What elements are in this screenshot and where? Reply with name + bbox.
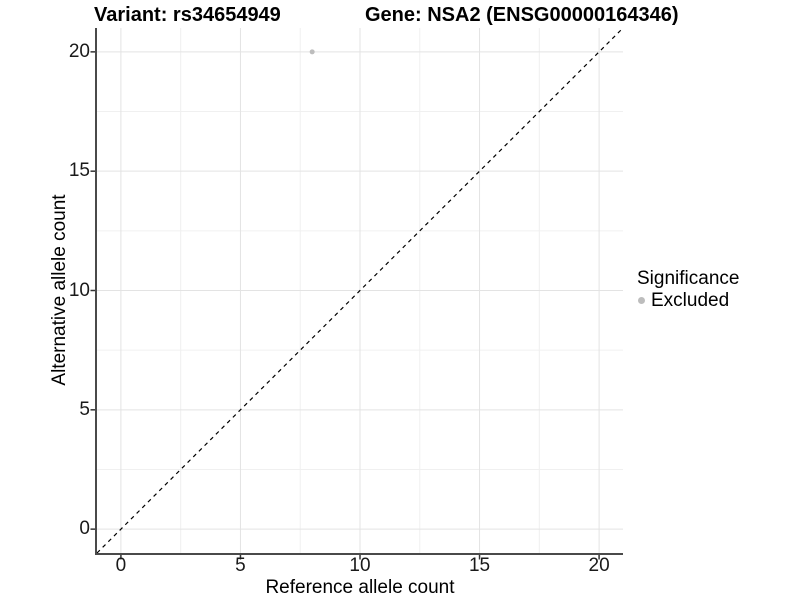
- y-tick-label: 20: [68, 40, 90, 62]
- legend: Significance Excluded: [637, 268, 739, 311]
- plot-title-gene: Gene: NSA2 (ENSG00000164346): [365, 4, 679, 26]
- legend-title: Significance: [637, 268, 740, 289]
- y-tick-label: 10: [68, 279, 90, 301]
- x-tick-label: 15: [468, 555, 491, 576]
- identity-dashed-line: [96, 27, 624, 554]
- x-tick-label: 0: [115, 555, 127, 576]
- legend-item-label: Excluded: [651, 290, 730, 311]
- x-axis-title: Reference allele count: [265, 577, 455, 598]
- data-point: [309, 49, 315, 55]
- x-tick-label: 5: [235, 555, 246, 576]
- plot-title-variant: Variant: rs34654949: [94, 4, 281, 26]
- y-tick-label: 5: [79, 398, 90, 420]
- legend-item-excluded: Excluded: [637, 290, 739, 311]
- x-tick-label: 10: [349, 555, 371, 576]
- x-tick-label: 20: [588, 555, 610, 576]
- y-axis-title: Alternative allele count: [49, 194, 70, 386]
- y-tick-label: 0: [79, 518, 90, 540]
- legend-key-dot-icon: [638, 297, 645, 304]
- y-tick-label: 15: [68, 160, 90, 182]
